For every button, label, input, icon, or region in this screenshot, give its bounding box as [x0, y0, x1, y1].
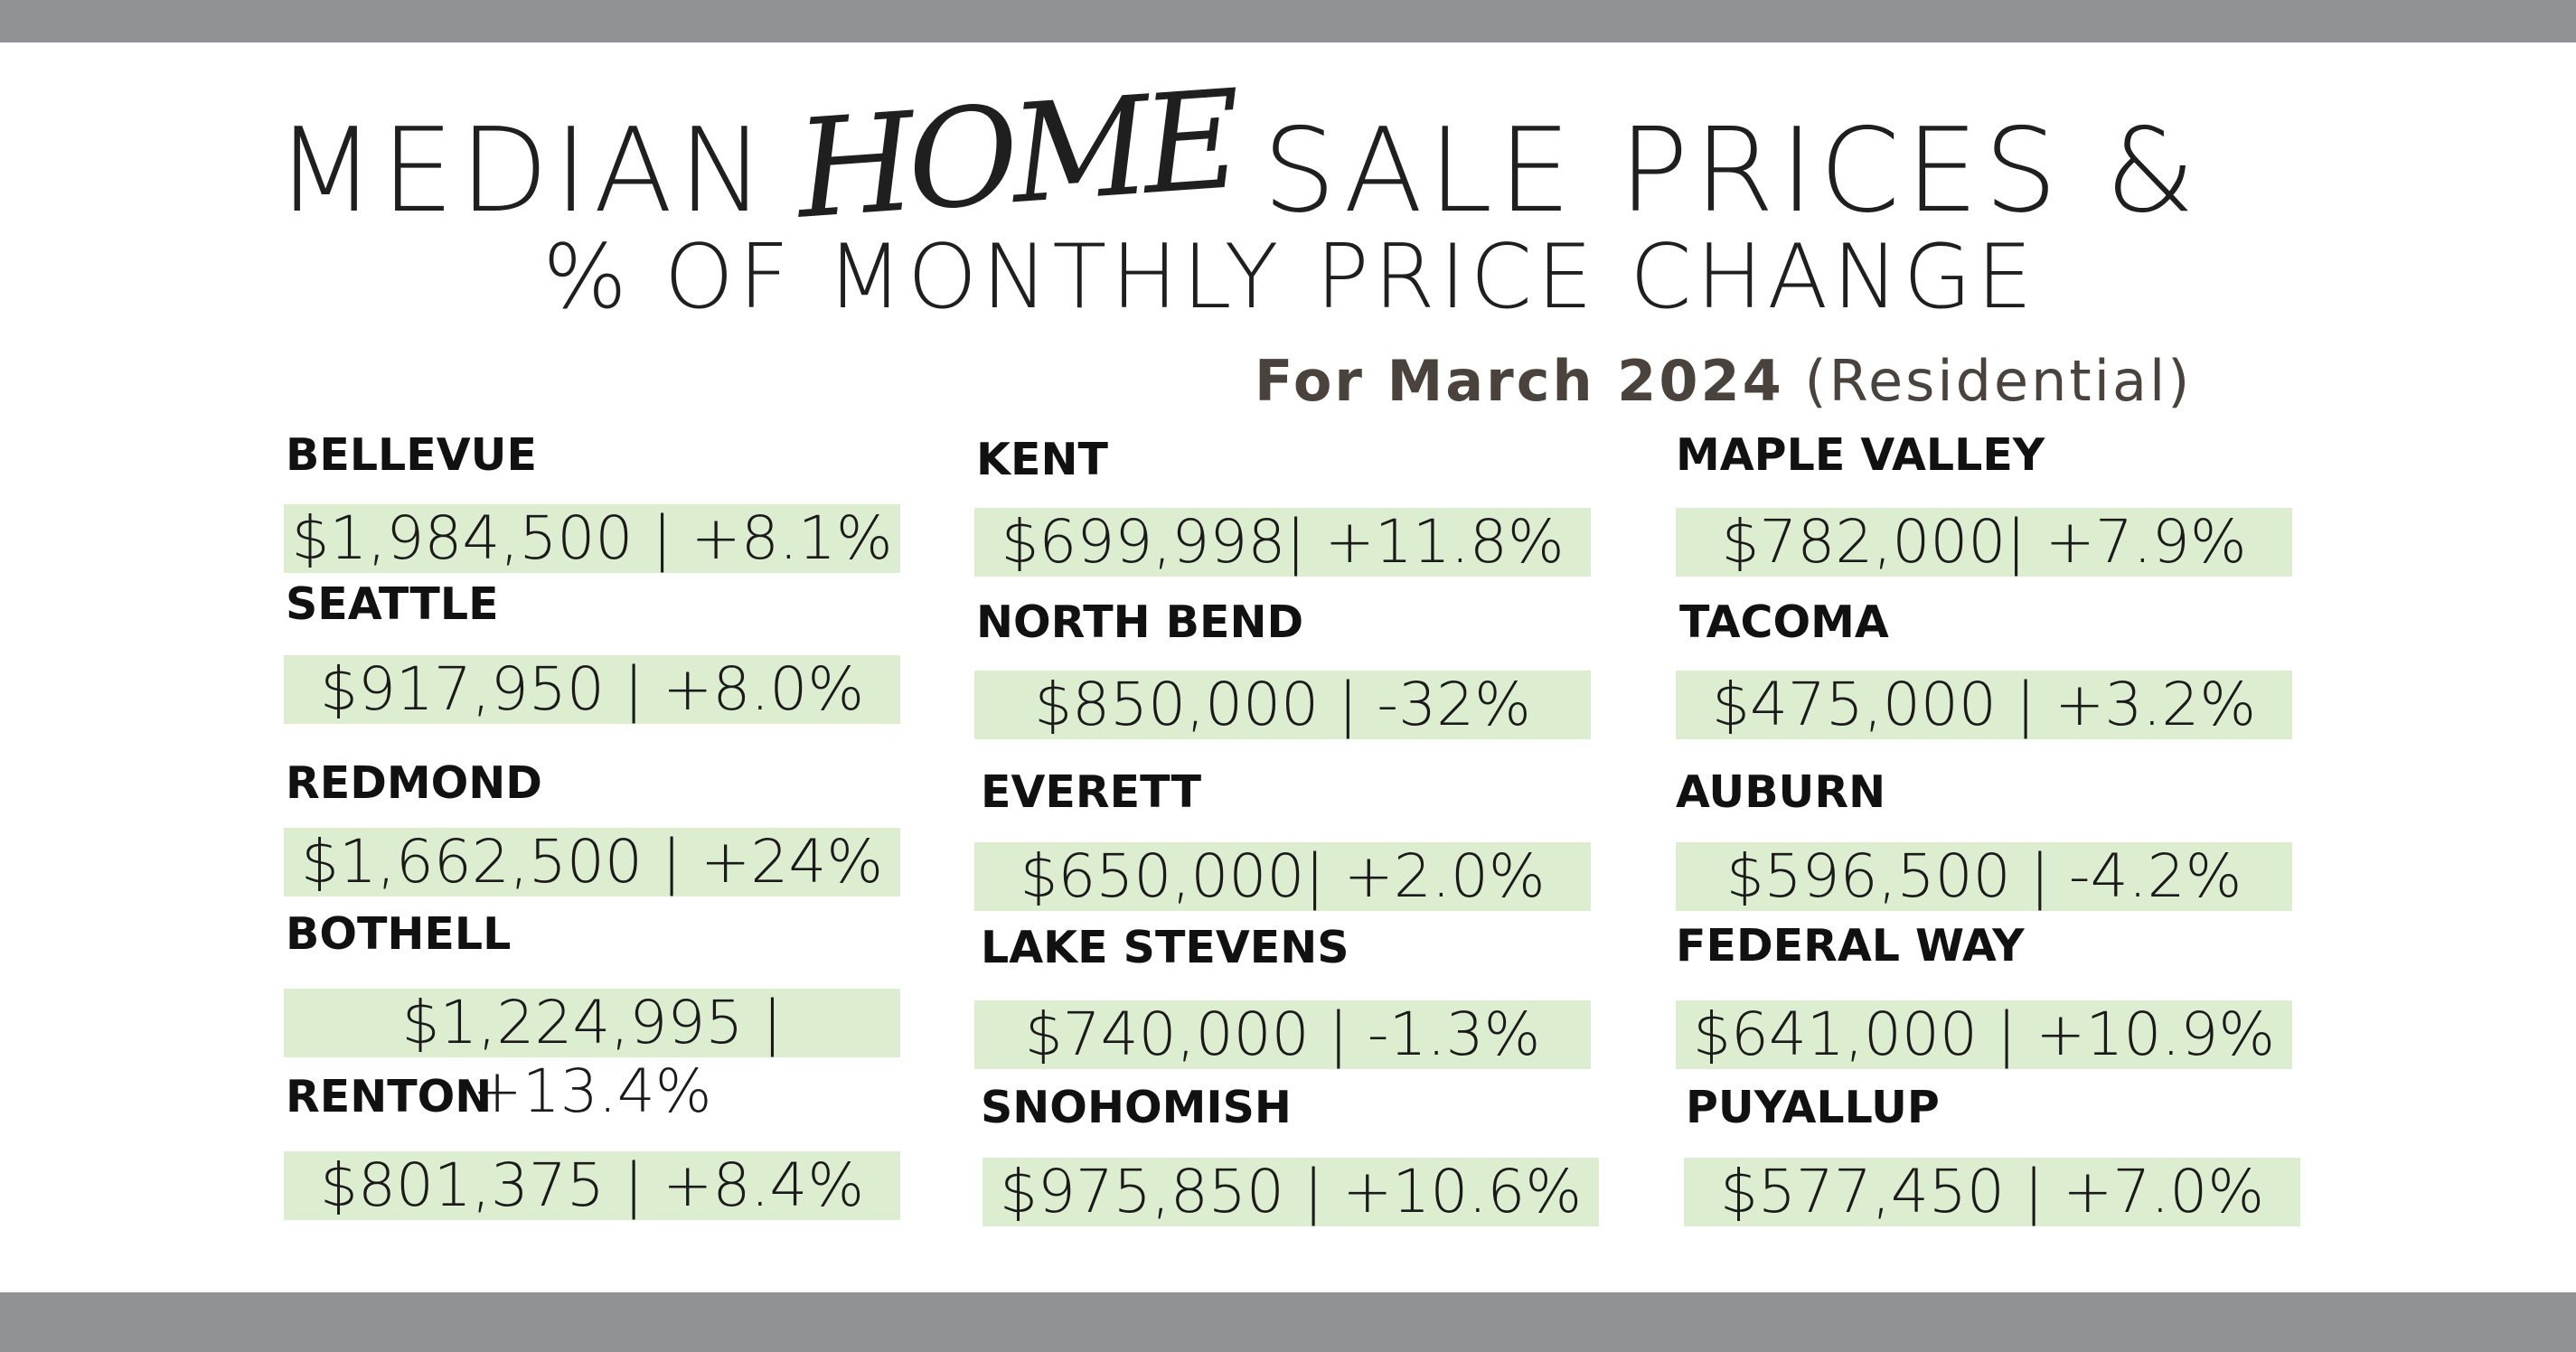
city-name: SNOHOMISH: [981, 1082, 1292, 1133]
subtitle: % OF MONTHLY PRICE CHANGE: [542, 226, 2037, 329]
city-price: $475,000 | +3.2%: [1676, 671, 2292, 739]
city-name: RENTON: [286, 1071, 493, 1122]
top-bar: [0, 0, 2576, 42]
city-price: $782,000| +7.9%: [1676, 508, 2292, 577]
city-price: $801,375 | +8.4%: [284, 1151, 900, 1220]
title-start: MEDIAN: [276, 104, 770, 239]
city-price: $1,984,500 | +8.1%: [284, 504, 900, 573]
city-name: BOTHELL: [286, 908, 512, 960]
city-name: PUYALLUP: [1686, 1082, 1940, 1133]
title: MEDIAN HOME SALE PRICES &: [276, 61, 2201, 249]
city-price: $1,224,995 | +13.4%: [284, 989, 900, 1126]
title-end: SALE PRICES &: [1262, 104, 2201, 239]
city-price: $577,450 | +7.0%: [1684, 1158, 2300, 1226]
city-name: MAPLE VALLEY: [1676, 429, 2045, 481]
city-price: $850,000 | -32%: [974, 671, 1591, 739]
city-name: FEDERAL WAY: [1676, 920, 2025, 972]
period-note: (Residential): [1804, 348, 2193, 414]
city-name: NORTH BEND: [976, 596, 1304, 648]
city-name: BELLEVUE: [286, 429, 537, 481]
city-name: KENT: [976, 434, 1108, 485]
city-name: TACOMA: [1679, 596, 1889, 648]
city-price: $699,998| +11.8%: [974, 508, 1591, 577]
city-price: $975,850 | +10.6%: [982, 1158, 1599, 1226]
city-price: $1,662,500 | +24%: [284, 828, 900, 897]
city-name: EVERETT: [981, 766, 1202, 818]
bottom-bar: [0, 1292, 2576, 1352]
city-name: SEATTLE: [286, 578, 499, 630]
city-name: LAKE STEVENS: [981, 922, 1349, 973]
city-name: AUBURN: [1676, 766, 1886, 818]
city-price: $650,000| +2.0%: [974, 842, 1591, 911]
period: For March 2024 (Residential): [1255, 348, 2192, 414]
city-price: $596,500 | -4.2%: [1676, 842, 2292, 911]
city-price: $917,950 | +8.0%: [284, 655, 900, 724]
city-price: $641,000 | +10.9%: [1676, 1000, 2292, 1069]
city-name: REDMOND: [286, 757, 542, 809]
title-script: HOME: [791, 61, 1240, 249]
period-date: For March 2024: [1255, 348, 1784, 414]
city-price: $740,000 | -1.3%: [974, 1000, 1591, 1069]
